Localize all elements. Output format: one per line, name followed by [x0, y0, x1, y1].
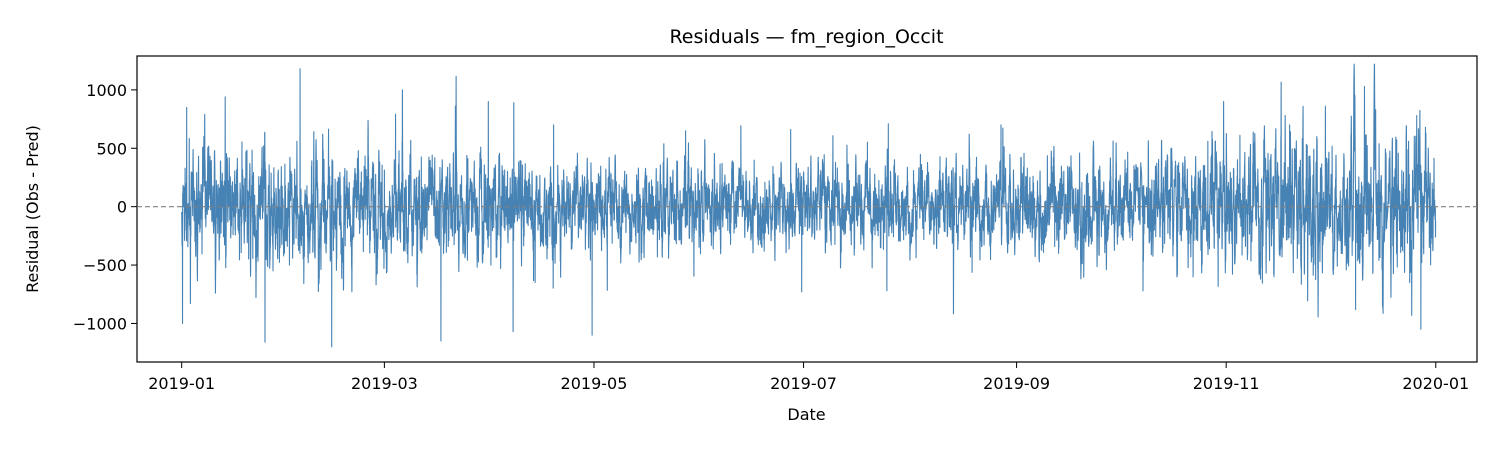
x-axis-title: Date — [787, 405, 825, 424]
y-tick-label: −1000 — [73, 314, 127, 333]
y-tick-label: 1000 — [86, 81, 127, 100]
x-tick-label: 2019-01 — [148, 374, 215, 393]
x-tick-label: 2019-03 — [351, 374, 418, 393]
y-tick-label: 500 — [96, 139, 127, 158]
x-tick-label: 2020-01 — [1402, 374, 1469, 393]
x-tick-label: 2019-05 — [561, 374, 628, 393]
x-tick-label: 2019-07 — [770, 374, 837, 393]
x-axis: 2019-01 2019-03 2019-05 2019-07 2019-09 2019-… — [148, 362, 1469, 393]
series-layer — [181, 63, 1437, 348]
y-tick-label: −500 — [83, 256, 127, 275]
y-axis-title: Residual (Obs - Pred) — [23, 125, 42, 293]
y-tick-label: 0 — [117, 198, 127, 217]
chart-title: Residuals — fm_region_Occit — [669, 26, 943, 48]
x-tick-label: 2019-11 — [1193, 374, 1260, 393]
y-axis: 1000 500 0 −500 −1000 — [73, 81, 137, 333]
plot-frame — [136, 55, 1478, 363]
residual-series-line — [181, 63, 1437, 348]
x-tick-label: 2019-09 — [983, 374, 1050, 393]
